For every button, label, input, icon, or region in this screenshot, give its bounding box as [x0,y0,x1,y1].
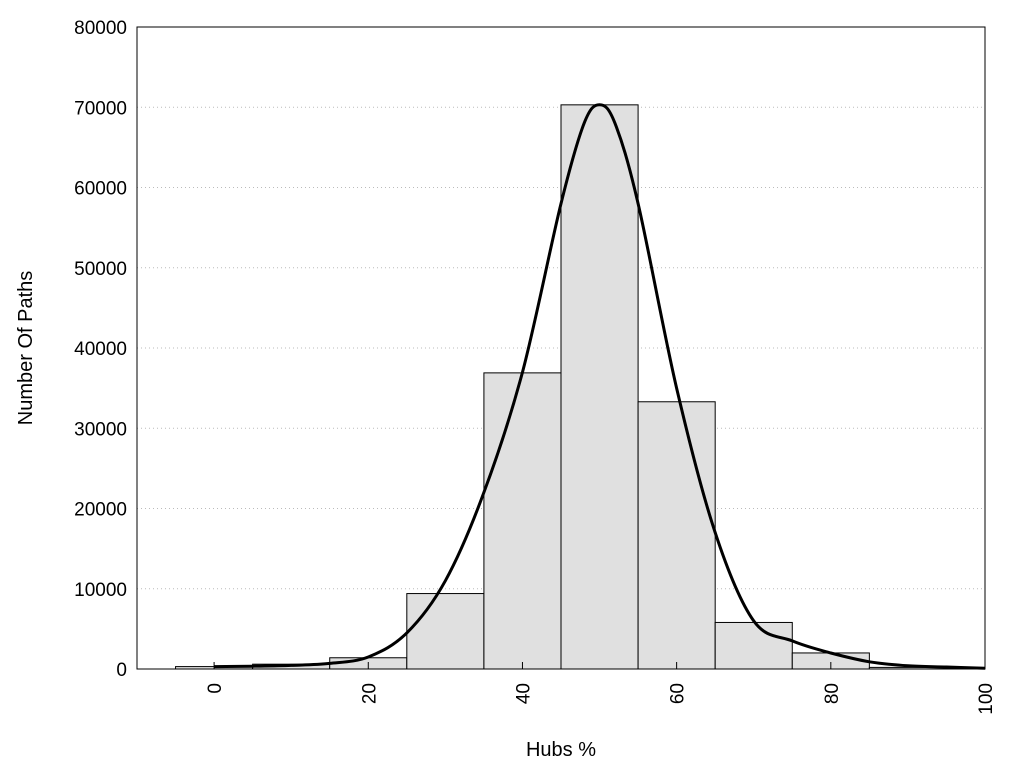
y-tick-label: 10000 [74,580,127,601]
curve-layer [214,103,986,670]
y-tick-label: 30000 [74,419,127,440]
y-axis-title: Number Of Paths [15,271,37,426]
y-tick-label: 50000 [74,259,127,280]
x-tick-label: 0 [205,683,226,694]
x-axis-title: Hubs % [526,739,596,761]
y-tick-label: 60000 [74,179,127,200]
histogram-bar [560,104,639,670]
y-tick-label: 40000 [74,339,127,360]
histogram-bar [406,593,485,670]
y-axis-ticks: 0 10000 20000 30000 40000 50000 60000 70000 8000… [74,18,127,681]
x-tick-label: 80 [822,683,843,704]
x-tick-label: 20 [359,683,380,704]
bars-layer [175,104,947,670]
x-axis-ticks: 0 20 40 60 80 100 [205,662,997,715]
x-tick-label: 100 [976,683,997,715]
histogram-bar [483,372,562,670]
x-tick-label: 40 [513,683,534,704]
histogram-bar [714,621,793,670]
y-tick-label: 80000 [74,18,127,39]
y-tick-label: 70000 [74,98,127,119]
y-tick-label: 20000 [74,500,127,521]
density-curve [214,103,986,670]
x-tick-label: 60 [668,683,689,704]
y-tick-label: 0 [116,660,127,681]
histogram-bar [637,401,716,670]
plot-frame [136,26,986,670]
